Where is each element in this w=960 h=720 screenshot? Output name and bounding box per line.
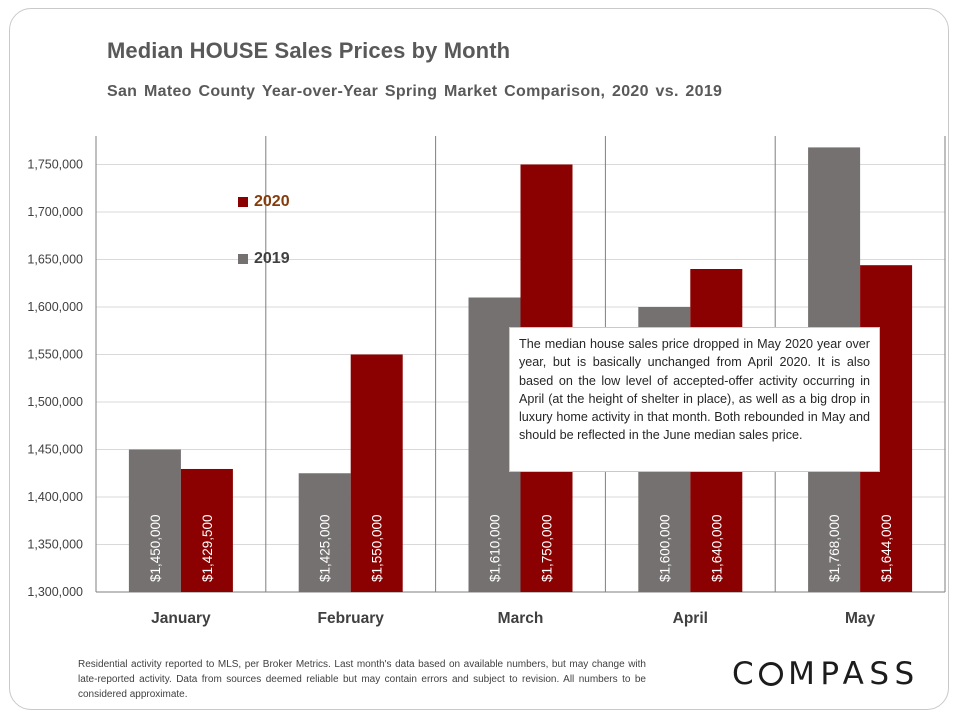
x-tick-label: April [673,610,708,627]
bar-2019-january [128,449,181,592]
logo-circle-icon [759,662,784,686]
y-tick-label: 1,550,000 [27,348,83,362]
y-axis: 1,300,000 1,350,000 1,400,000 1,450,000 1,50… [27,158,83,600]
annotation-callout: The median house sales price dropped in … [509,327,880,472]
y-tick-label: 1,450,000 [27,443,83,457]
y-tick-label: 1,300,000 [27,585,83,599]
y-tick-label: 1,400,000 [27,490,83,504]
bar-value-label: $1,550,000 [370,514,385,582]
bar-value-label: $1,750,000 [540,514,555,582]
legend-label-2020: 2020 [254,193,290,210]
legend-label-2019: 2019 [254,250,290,267]
x-tick-label: March [498,610,544,627]
x-tick-label: May [845,610,876,627]
x-tick-label: February [318,610,385,627]
bar-2020-january [180,468,233,592]
x-axis: January February March April May [151,610,875,627]
bar-value-label: $1,768,000 [827,514,842,582]
y-tick-label: 1,750,000 [27,158,83,172]
y-tick-label: 1,600,000 [27,300,83,314]
bar-value-label: $1,429,500 [200,514,215,582]
y-tick-label: 1,650,000 [27,253,83,267]
logo-letters-mpass: MPASS [788,656,920,692]
bar-value-label: $1,600,000 [657,514,672,582]
logo-letter-c: C [732,656,760,692]
y-tick-label: 1,500,000 [27,395,83,409]
chart-title: Median HOUSE Sales Prices by Month [107,38,511,63]
bar-2020-february [350,354,403,592]
legend-swatch-2020 [238,197,248,207]
bar-2019-february [298,473,351,592]
y-tick-label: 1,700,000 [27,205,83,219]
bar-value-label: $1,450,000 [148,514,163,582]
legend-swatch-2019 [238,254,248,264]
bar-value-label: $1,644,000 [879,514,894,582]
y-tick-label: 1,350,000 [27,538,83,552]
compass-logo: C MPASS [732,656,920,692]
legend-item-2020: 2020 [238,193,290,211]
footnote: Residential activity reported to MLS, pe… [78,659,646,700]
legend-item-2019: 2019 [238,250,290,268]
x-tick-label: January [151,610,211,627]
bar-value-label: $1,425,000 [318,514,333,582]
bar-value-label: $1,640,000 [709,514,724,582]
chart-subtitle: San Mateo County Year-over-Year Spring M… [107,83,723,100]
bar-value-label: $1,610,000 [488,514,503,582]
